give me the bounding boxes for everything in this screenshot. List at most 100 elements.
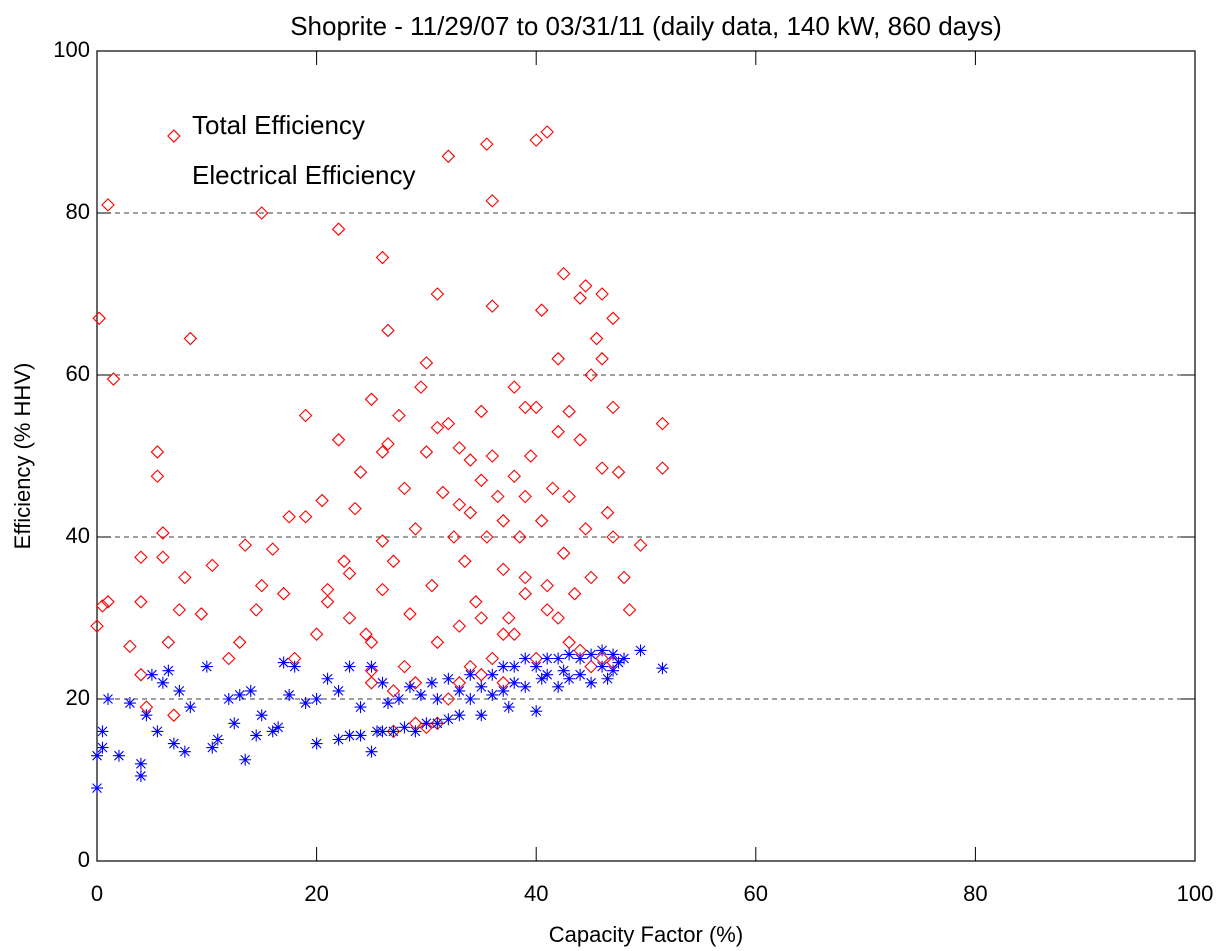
data-point — [541, 652, 554, 665]
data-point — [534, 303, 549, 317]
data-point — [156, 676, 169, 689]
data-point — [562, 489, 576, 504]
data-point — [606, 530, 620, 544]
data-point — [91, 749, 103, 762]
data-point — [490, 489, 505, 504]
data-point — [134, 550, 148, 565]
data-point — [622, 603, 637, 617]
data-point — [337, 554, 351, 569]
data-point — [578, 279, 593, 293]
y-tick-label: 20 — [66, 685, 90, 710]
data-point — [518, 570, 532, 585]
y-axis-label: Efficiency (% HHV) — [10, 363, 35, 550]
data-point — [112, 749, 125, 762]
data-point — [386, 554, 401, 569]
data-point — [618, 652, 631, 665]
data-point — [530, 660, 543, 673]
data-point — [540, 578, 554, 593]
data-point — [556, 546, 571, 560]
data-point — [585, 648, 598, 661]
data-point — [541, 668, 554, 681]
data-point — [194, 607, 209, 621]
data-point — [419, 720, 434, 735]
data-point — [562, 404, 576, 419]
data-point — [156, 550, 170, 565]
data-point — [331, 222, 346, 236]
data-point — [497, 660, 510, 673]
data-point — [419, 445, 434, 459]
data-point — [408, 522, 423, 536]
data-point — [172, 603, 187, 617]
data-point — [585, 676, 598, 689]
data-point — [480, 530, 494, 544]
data-point — [309, 627, 324, 641]
data-point — [376, 676, 389, 689]
data-point — [101, 595, 115, 609]
data-point — [441, 692, 456, 706]
data-point — [238, 538, 253, 552]
data-point — [508, 676, 521, 689]
data-point — [387, 725, 400, 738]
data-point — [452, 441, 467, 455]
data-point — [375, 534, 390, 548]
data-point — [485, 651, 500, 666]
data-point — [523, 449, 538, 463]
x-tick-label: 100 — [1177, 881, 1214, 906]
plot-frame — [96, 50, 1196, 862]
data-point — [321, 672, 334, 685]
data-point — [463, 453, 478, 467]
data-point — [634, 644, 647, 657]
data-point — [392, 408, 406, 423]
data-point — [392, 693, 405, 705]
data-point — [431, 717, 444, 730]
data-point — [595, 461, 609, 475]
data-point — [178, 570, 192, 585]
data-point — [183, 331, 198, 346]
x-tick-label: 80 — [963, 881, 987, 906]
data-point — [162, 664, 175, 677]
data-point — [298, 408, 313, 423]
data-point — [233, 688, 246, 701]
data-point — [375, 445, 390, 459]
data-point — [574, 668, 587, 681]
x-tick-label: 40 — [524, 881, 548, 906]
data-point — [519, 680, 532, 693]
data-point — [485, 449, 500, 463]
data-point — [452, 619, 467, 633]
data-point — [475, 680, 488, 693]
data-point — [530, 705, 543, 718]
data-point — [441, 149, 456, 164]
data-point — [607, 664, 620, 677]
data-point — [535, 672, 548, 685]
data-point — [414, 688, 427, 701]
data-point — [474, 473, 489, 488]
data-point — [556, 266, 571, 281]
data-point — [375, 250, 390, 265]
data-point — [430, 420, 445, 435]
data-point — [299, 697, 312, 710]
data-point — [656, 662, 669, 675]
data-point — [173, 684, 186, 697]
data-point — [205, 558, 220, 573]
data-point — [310, 693, 323, 705]
data-point — [343, 729, 356, 742]
y-tick-label: 40 — [66, 523, 90, 548]
data-point — [134, 667, 148, 682]
data-point — [453, 709, 466, 722]
data-point — [519, 652, 532, 665]
data-point — [376, 725, 389, 738]
data-point — [288, 660, 301, 673]
data-point — [606, 311, 620, 326]
data-point — [167, 129, 181, 143]
data-point — [540, 125, 554, 139]
data-point — [563, 648, 576, 661]
data-point — [348, 501, 362, 516]
data-point — [496, 514, 511, 528]
data-point — [364, 676, 379, 690]
data-point — [265, 542, 280, 556]
y-tick-label: 80 — [66, 199, 90, 224]
data-point — [90, 619, 104, 633]
data-point — [381, 323, 395, 338]
data-point — [436, 485, 450, 500]
data-point — [276, 586, 291, 601]
